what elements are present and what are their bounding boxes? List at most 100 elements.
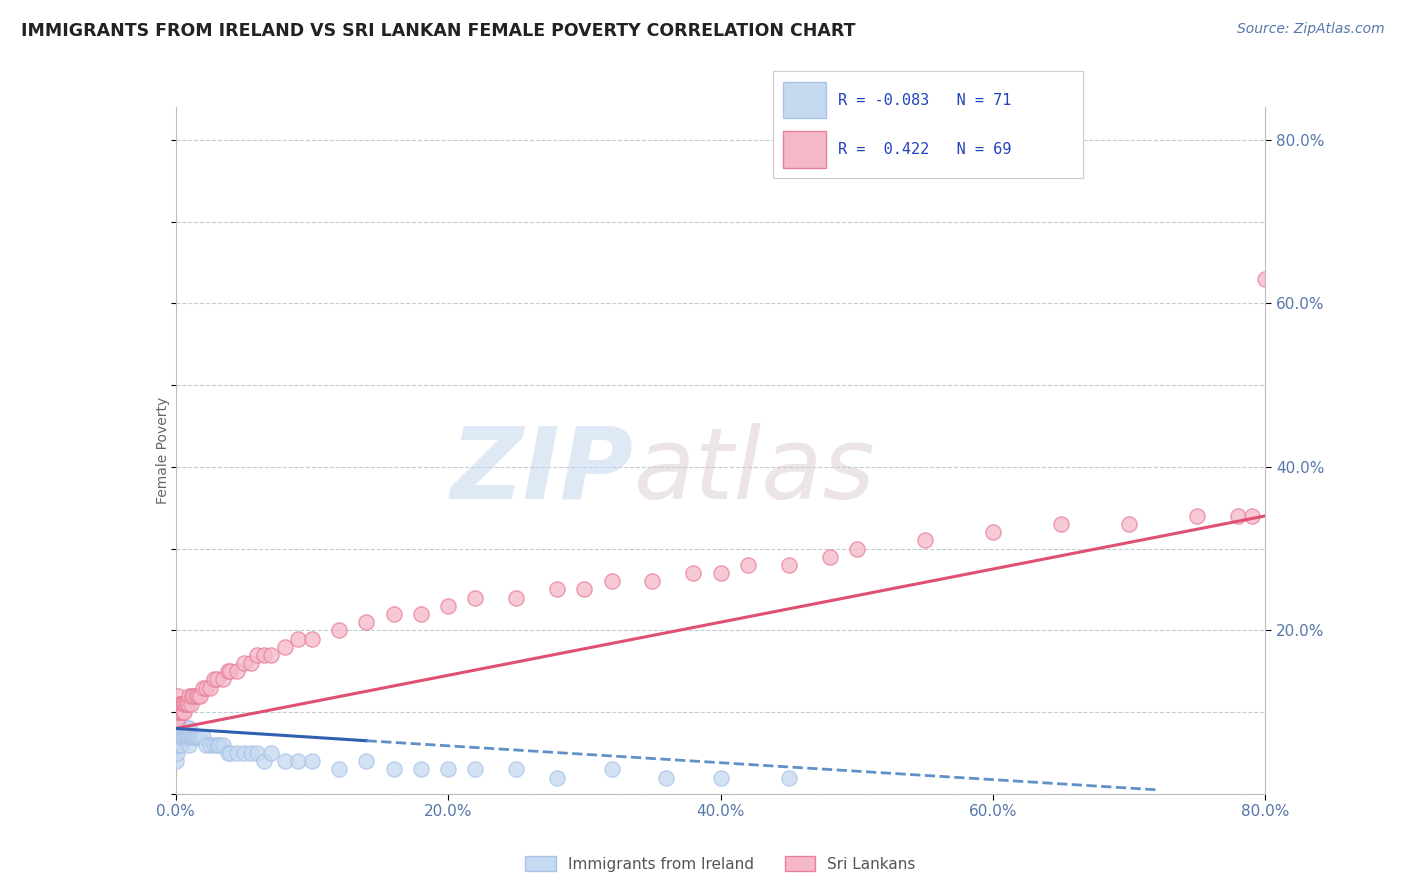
Text: IMMIGRANTS FROM IRELAND VS SRI LANKAN FEMALE POVERTY CORRELATION CHART: IMMIGRANTS FROM IRELAND VS SRI LANKAN FE… <box>21 22 856 40</box>
Point <box>167 705 190 719</box>
Point <box>184 730 207 744</box>
Point <box>274 754 297 768</box>
Point <box>226 746 249 760</box>
Text: R = -0.083   N = 71: R = -0.083 N = 71 <box>838 93 1012 108</box>
Point <box>167 722 190 736</box>
Point <box>169 722 191 736</box>
Point <box>194 738 217 752</box>
Point <box>165 697 187 711</box>
Point <box>202 673 225 687</box>
Point <box>167 730 190 744</box>
Point <box>198 681 221 695</box>
Point <box>181 730 204 744</box>
Point <box>170 697 193 711</box>
Text: R =  0.422   N = 69: R = 0.422 N = 69 <box>838 142 1012 157</box>
Point <box>165 705 187 719</box>
Point <box>239 656 262 670</box>
Point <box>173 722 195 736</box>
Point <box>165 705 187 719</box>
Point <box>172 697 194 711</box>
Point <box>170 738 193 752</box>
Point <box>179 738 201 752</box>
Point <box>181 689 204 703</box>
Point <box>186 689 208 703</box>
Point <box>180 730 202 744</box>
Point <box>219 664 242 679</box>
Point <box>546 771 568 785</box>
Point <box>165 722 187 736</box>
Point <box>194 681 217 695</box>
Point <box>177 722 200 736</box>
Point <box>226 664 249 679</box>
Point <box>166 722 188 736</box>
Point <box>166 714 188 728</box>
Point <box>232 656 254 670</box>
Point <box>301 754 323 768</box>
Point <box>328 624 350 638</box>
Point <box>183 689 205 703</box>
Point <box>179 689 201 703</box>
Point <box>169 697 191 711</box>
Point <box>845 541 868 556</box>
Point <box>176 730 198 744</box>
Point <box>217 746 239 760</box>
Text: atlas: atlas <box>633 423 875 519</box>
Point <box>253 648 276 662</box>
Point <box>167 697 190 711</box>
Point <box>166 697 188 711</box>
Point <box>176 697 198 711</box>
Point <box>165 754 187 768</box>
Point <box>778 558 800 572</box>
Point <box>301 632 323 646</box>
Point <box>246 648 269 662</box>
Point <box>818 549 841 564</box>
Point <box>205 673 228 687</box>
Point <box>166 714 188 728</box>
Point <box>505 762 527 776</box>
Point <box>574 582 596 597</box>
Point <box>177 730 200 744</box>
Point <box>208 738 231 752</box>
Point <box>180 697 202 711</box>
Point <box>165 738 187 752</box>
Point <box>600 762 623 776</box>
Point <box>778 771 800 785</box>
Point <box>437 762 460 776</box>
Point <box>191 681 214 695</box>
Point <box>166 746 188 760</box>
Point <box>1187 508 1209 523</box>
Point <box>710 566 733 580</box>
Point <box>169 730 191 744</box>
Point <box>212 738 235 752</box>
Point <box>328 762 350 776</box>
Point <box>186 730 209 744</box>
Point <box>246 746 269 760</box>
Point <box>188 689 211 703</box>
Point <box>274 640 297 654</box>
Point <box>172 730 194 744</box>
Point <box>186 730 208 744</box>
Point <box>169 738 191 752</box>
Point <box>170 705 193 719</box>
Point <box>165 714 187 728</box>
Point <box>198 738 221 752</box>
Point <box>382 762 405 776</box>
Point <box>166 738 188 752</box>
Point <box>167 714 190 728</box>
Point <box>167 738 190 752</box>
Text: ZIP: ZIP <box>450 423 633 519</box>
Point <box>437 599 460 613</box>
Point <box>186 689 209 703</box>
Point <box>219 746 242 760</box>
Point <box>464 591 486 605</box>
Bar <box>783 82 825 119</box>
Point <box>166 705 188 719</box>
Point <box>179 722 201 736</box>
Point <box>1118 516 1140 531</box>
Point <box>655 771 678 785</box>
Text: Source: ZipAtlas.com: Source: ZipAtlas.com <box>1237 22 1385 37</box>
Point <box>1227 508 1250 523</box>
Point <box>356 615 378 630</box>
Point <box>505 591 527 605</box>
Point <box>1254 271 1277 285</box>
